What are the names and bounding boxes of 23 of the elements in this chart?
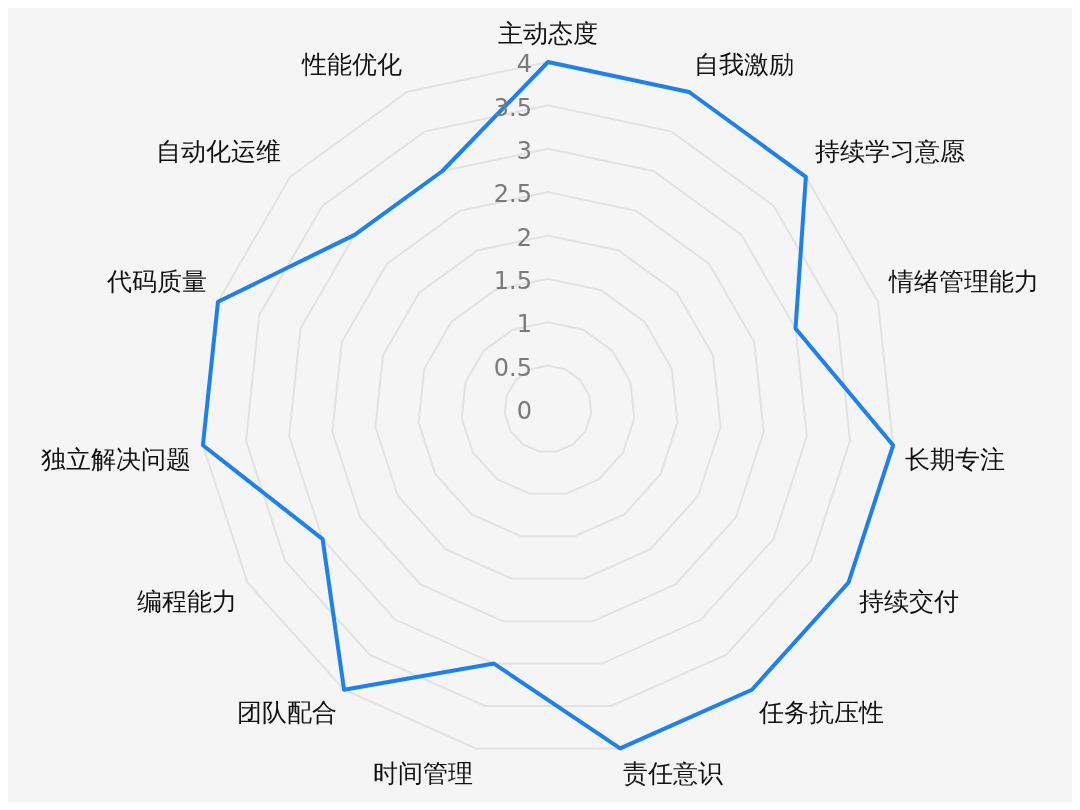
- y-tick-label: 4: [516, 50, 532, 79]
- spoke-label: 主动态度: [498, 18, 598, 48]
- y-tick-label: 1: [516, 310, 532, 339]
- spoke-label: 情绪管理能力: [888, 266, 1040, 296]
- y-tick-label: 2.5: [493, 180, 532, 209]
- y-tick-label: 0.5: [493, 353, 532, 382]
- y-tick-label: 2: [516, 223, 532, 252]
- spoke-label: 持续学习意愿: [814, 137, 965, 167]
- y-tick-label: 0: [516, 397, 532, 426]
- y-tick-label: 1.5: [493, 267, 532, 296]
- spoke-label: 团队配合: [236, 697, 337, 727]
- spoke-label: 任务抗压性: [758, 697, 885, 727]
- spoke-label: 长期专注: [905, 445, 1006, 475]
- spoke-label: 编程能力: [137, 587, 238, 616]
- spoke-label: 时间管理: [373, 758, 474, 788]
- spoke-label: 自动化运维: [156, 137, 282, 167]
- spoke-label: 独立解决问题: [40, 445, 191, 475]
- spoke-label: 自我激励: [694, 49, 795, 79]
- spoke-label: 持续交付: [858, 587, 959, 616]
- spoke-label: 性能优化: [300, 49, 402, 79]
- spoke-label: 代码质量: [105, 266, 207, 296]
- y-tick-label: 3: [516, 136, 532, 165]
- spoke-label: 责任意识: [622, 758, 723, 788]
